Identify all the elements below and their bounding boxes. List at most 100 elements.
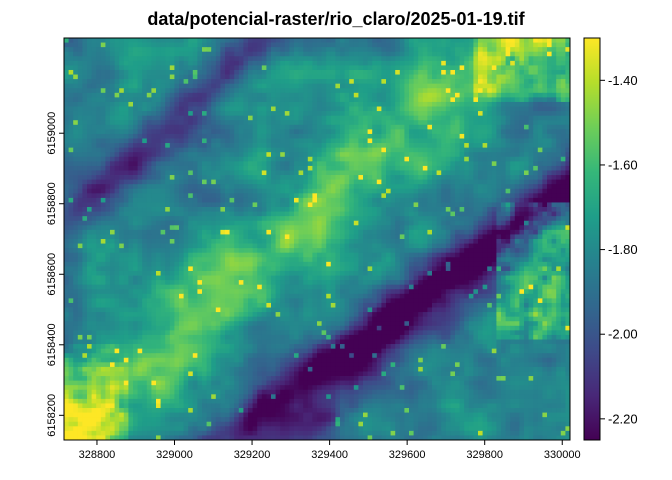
raster-cell [229,184,235,190]
raster-cell [491,175,497,181]
raster-cell [565,115,570,121]
raster-cell [156,101,161,107]
raster-cell [482,51,488,57]
raster-cell [537,83,543,89]
raster-cell [179,239,184,244]
raster-cell [519,97,525,103]
raster-cell [82,97,88,103]
raster-cell [96,152,102,158]
raster-cell [418,220,424,226]
raster-cell [100,156,106,162]
raster-cell [160,161,166,167]
raster-cell [133,161,138,167]
raster-cell [445,179,451,185]
raster-cell [179,92,184,98]
raster-cell [551,124,557,130]
raster-cell [422,88,428,94]
raster-cell [303,56,309,62]
raster-cell [395,69,401,75]
raster-cell [188,42,194,48]
raster-cell [395,188,401,194]
raster-cell [330,216,336,222]
raster-cell [174,229,180,235]
raster-cell [514,161,520,167]
raster-cell [542,56,548,62]
raster-cell [358,202,364,208]
raster-cell [326,179,332,185]
raster-cell [326,111,332,117]
raster-cell [192,65,198,71]
raster-cell [252,179,258,185]
raster-cell [225,188,230,194]
raster-cell [473,101,479,107]
raster-cell [455,138,460,144]
raster-cell [303,156,309,162]
raster-cell [114,42,120,48]
raster-cell [275,83,281,89]
raster-cell [330,165,336,171]
raster-cell [547,138,552,144]
raster-cell [560,197,566,203]
raster-cell [487,239,493,244]
raster-cell [349,69,355,75]
raster-cell [418,133,424,139]
raster-cell [252,216,258,222]
raster-cell [238,106,244,112]
raster-cell [505,47,511,53]
raster-cell [64,133,69,139]
raster-cell [142,79,148,85]
raster-cell [326,38,332,43]
raster-cell [87,207,92,212]
raster-cell [422,92,428,98]
raster-cell [381,239,387,244]
raster-cell [215,243,221,249]
raster-cell [330,60,336,66]
raster-cell [496,147,502,153]
raster-cell [206,38,212,43]
raster-cell [330,156,336,162]
raster-cell [381,60,387,66]
raster-cell [229,133,235,139]
raster-cell [211,193,217,199]
raster-cell [298,42,304,48]
raster-cell [335,65,341,71]
raster-cell [64,234,69,240]
raster-cell [169,42,175,48]
raster-cell [225,51,230,57]
raster-cell [73,229,79,235]
raster-cell [372,220,378,226]
raster-cell [307,92,313,98]
raster-cell [192,88,198,94]
raster-cell [271,38,276,43]
raster-cell [381,188,387,194]
raster-cell [96,97,102,103]
raster-cell [551,74,557,80]
raster-cell [445,165,451,171]
raster-cell [450,188,456,194]
raster-cell [312,207,318,212]
raster-cell [215,106,221,112]
raster-cell [225,225,230,231]
raster-cell [100,220,106,226]
raster-cell [280,229,286,235]
raster-cell [381,111,387,117]
raster-cell [202,138,207,144]
raster-cell [537,175,543,181]
raster-cell [151,42,157,48]
raster-cell [505,69,511,75]
raster-cell [418,120,424,126]
raster-cell [123,152,129,158]
raster-cell [87,79,92,85]
raster-cell [174,138,180,144]
raster-cell [533,225,539,231]
raster-cell [100,175,106,181]
raster-cell [229,38,235,43]
raster-cell [211,56,217,62]
raster-cell [91,92,97,98]
raster-cell [418,239,424,244]
raster-cell [294,207,299,212]
raster-cell [229,165,235,171]
raster-cell [128,124,134,130]
raster-cell [87,234,92,240]
raster-cell [422,175,428,181]
